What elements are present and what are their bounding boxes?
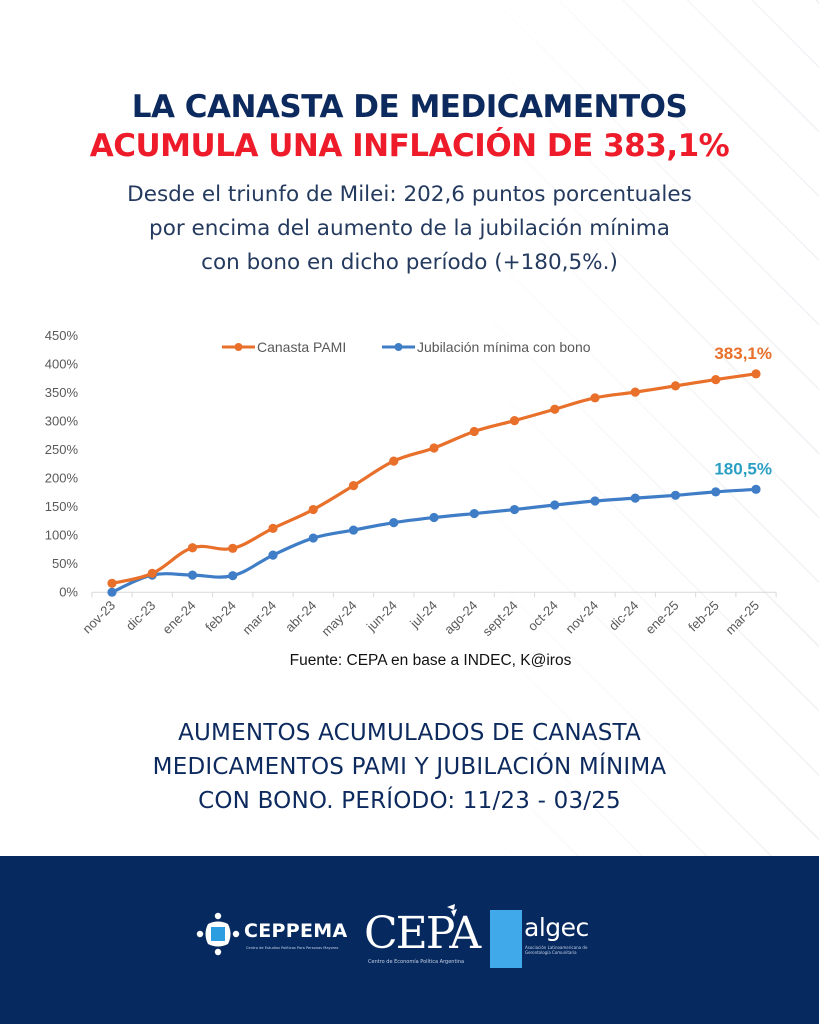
y-tick-label: 350% [45, 385, 79, 400]
data-point [429, 512, 439, 523]
ceppema-logo: CEPPEMA Centro de Estudios Políticos Par… [196, 910, 356, 960]
legend-label: Canasta PAMI [257, 339, 346, 355]
series-lines [107, 369, 761, 597]
data-point [469, 426, 479, 437]
series-end-label: 180,5% [714, 459, 772, 478]
y-tick-label: 100% [45, 528, 79, 543]
ceppema-people-icon [196, 912, 240, 956]
y-tick-label: 400% [45, 357, 79, 372]
data-point [107, 578, 117, 588]
data-point [670, 490, 681, 500]
y-tick-label: 50% [52, 556, 78, 571]
data-point [509, 416, 520, 426]
data-point [711, 374, 721, 385]
caption-line: AUMENTOS ACUMULADOS DE CANASTA [178, 720, 641, 746]
x-axis: nov-23 dic-23 ene-24 feb-24 mar-24 abr-24may-… [79, 591, 777, 639]
data-point [630, 387, 640, 397]
data-point [308, 504, 318, 515]
x-tick-label: abr-24 [282, 598, 319, 635]
data-point [711, 487, 721, 497]
data-point [348, 525, 359, 535]
cepa-name: CEPA [364, 908, 481, 959]
ceppema-subtitle: Centro de Estudios Políticos Para Person… [246, 946, 339, 950]
algec-subtitle: Asociación Latinoamericana de Gerontolog… [525, 945, 588, 955]
x-tick-label: mar-25 [722, 598, 762, 638]
data-point [751, 369, 761, 379]
data-point [429, 443, 439, 453]
headline-line-2: ACUMULA UNA INFLACIÓN DE 383,1% [89, 128, 730, 164]
data-point [389, 456, 399, 466]
subtitle-line: por encima del aumento de la jubilación … [149, 216, 670, 241]
subtitle-line: con bono en dicho período (+180,5%.) [201, 250, 618, 275]
legend: Canasta PAMI Jubilación mínima con bono [222, 339, 591, 355]
latin-america-map-icon [490, 910, 522, 968]
data-point [348, 481, 359, 491]
data-point [187, 543, 198, 553]
x-tick-label: oct-24 [525, 598, 561, 634]
y-tick-label: 200% [45, 471, 79, 486]
x-tick-label: feb-25 [685, 598, 722, 635]
x-tick-label: dic-23 [123, 598, 159, 634]
cepa-diamond-icon [447, 904, 457, 917]
line-chart: 0% 50% 100% 150% 200% 250% 300% 350% 400% 450% no… [45, 328, 777, 639]
x-tick-label: ene-25 [642, 598, 681, 637]
chart-caption: AUMENTOS ACUMULADOS DE CANASTA MEDICAMEN… [0, 716, 819, 818]
data-point [268, 523, 278, 533]
ceppema-name: CEPPEMA [244, 920, 348, 942]
data-point [389, 518, 399, 528]
subtitle-line: Desde el triunfo de Milei: 202,6 puntos … [127, 182, 692, 207]
x-tick-label: nov-24 [562, 598, 601, 637]
x-tick-label: may-24 [318, 598, 359, 639]
data-point [308, 533, 318, 543]
y-tick-label: 450% [45, 328, 79, 343]
y-tick-label: 300% [45, 414, 79, 429]
cepa-logo: CEPA Centro de Economía Política Argenti… [362, 900, 481, 970]
x-tick-label: sept-24 [479, 598, 520, 639]
data-point [107, 587, 117, 597]
data-point [187, 570, 198, 580]
data-point [550, 500, 560, 510]
legend-label: Jubilación mínima con bono [417, 339, 591, 355]
caption-line: CON BONO. PERÍODO: 11/23 - 03/25 [198, 788, 621, 814]
data-point [228, 543, 238, 553]
data-point [550, 404, 560, 414]
y-tick-label: 250% [45, 442, 79, 457]
subtitle: Desde el triunfo de Milei: 202,6 puntos … [0, 178, 819, 280]
x-tick-label: jul-24 [406, 598, 440, 632]
x-tick-label: nov-23 [79, 598, 118, 637]
data-point [228, 571, 238, 581]
y-tick-label: 150% [45, 499, 79, 514]
data-point [147, 568, 157, 578]
series-end-label: 383,1% [714, 344, 772, 363]
x-tick-label: mar-24 [239, 598, 279, 638]
data-point [670, 381, 681, 391]
algec-logo: algec Asociación Latinoamericana de Gero… [482, 907, 612, 969]
data-point [268, 550, 278, 560]
data-point [590, 496, 600, 506]
x-tick-label: ene-24 [159, 598, 198, 637]
source-note: Fuente: CEPA en base a INDEC, K@iros [289, 652, 572, 669]
cepa-subtitle: Centro de Economía Política Argentina [368, 959, 465, 965]
data-point [751, 484, 761, 494]
y-tick-label: 0% [59, 585, 78, 600]
x-tick-label: feb-24 [202, 598, 239, 635]
y-axis: 0% 50% 100% 150% 200% 250% 300% 350% 400% 450% [45, 328, 79, 600]
data-point [630, 493, 640, 503]
chart-container: 0% 50% 100% 150% 200% 250% 300% 350% 400% 450% no… [0, 320, 819, 680]
x-tick-label: jun-24 [363, 598, 400, 635]
legend-swatch-marker [234, 343, 243, 351]
series-line-canasta-pami [110, 372, 758, 585]
x-tick-label: ago-24 [441, 598, 480, 637]
footer-band [0, 856, 819, 1024]
data-point [590, 393, 600, 403]
data-point [469, 508, 479, 519]
data-point [509, 504, 520, 515]
series-line-jubilaci-n-m-nima-con-bono [110, 487, 758, 594]
caption-line: MEDICAMENTOS PAMI Y JUBILACIÓN MÍNIMA [152, 754, 667, 780]
end-labels: 383,1% 180,5% [714, 344, 772, 478]
x-tick-label: dic-24 [606, 598, 642, 634]
headline-line-1: LA CANASTA DE MEDICAMENTOS [131, 89, 688, 125]
algec-name: algec [524, 913, 589, 942]
legend-swatch-marker [394, 343, 403, 351]
